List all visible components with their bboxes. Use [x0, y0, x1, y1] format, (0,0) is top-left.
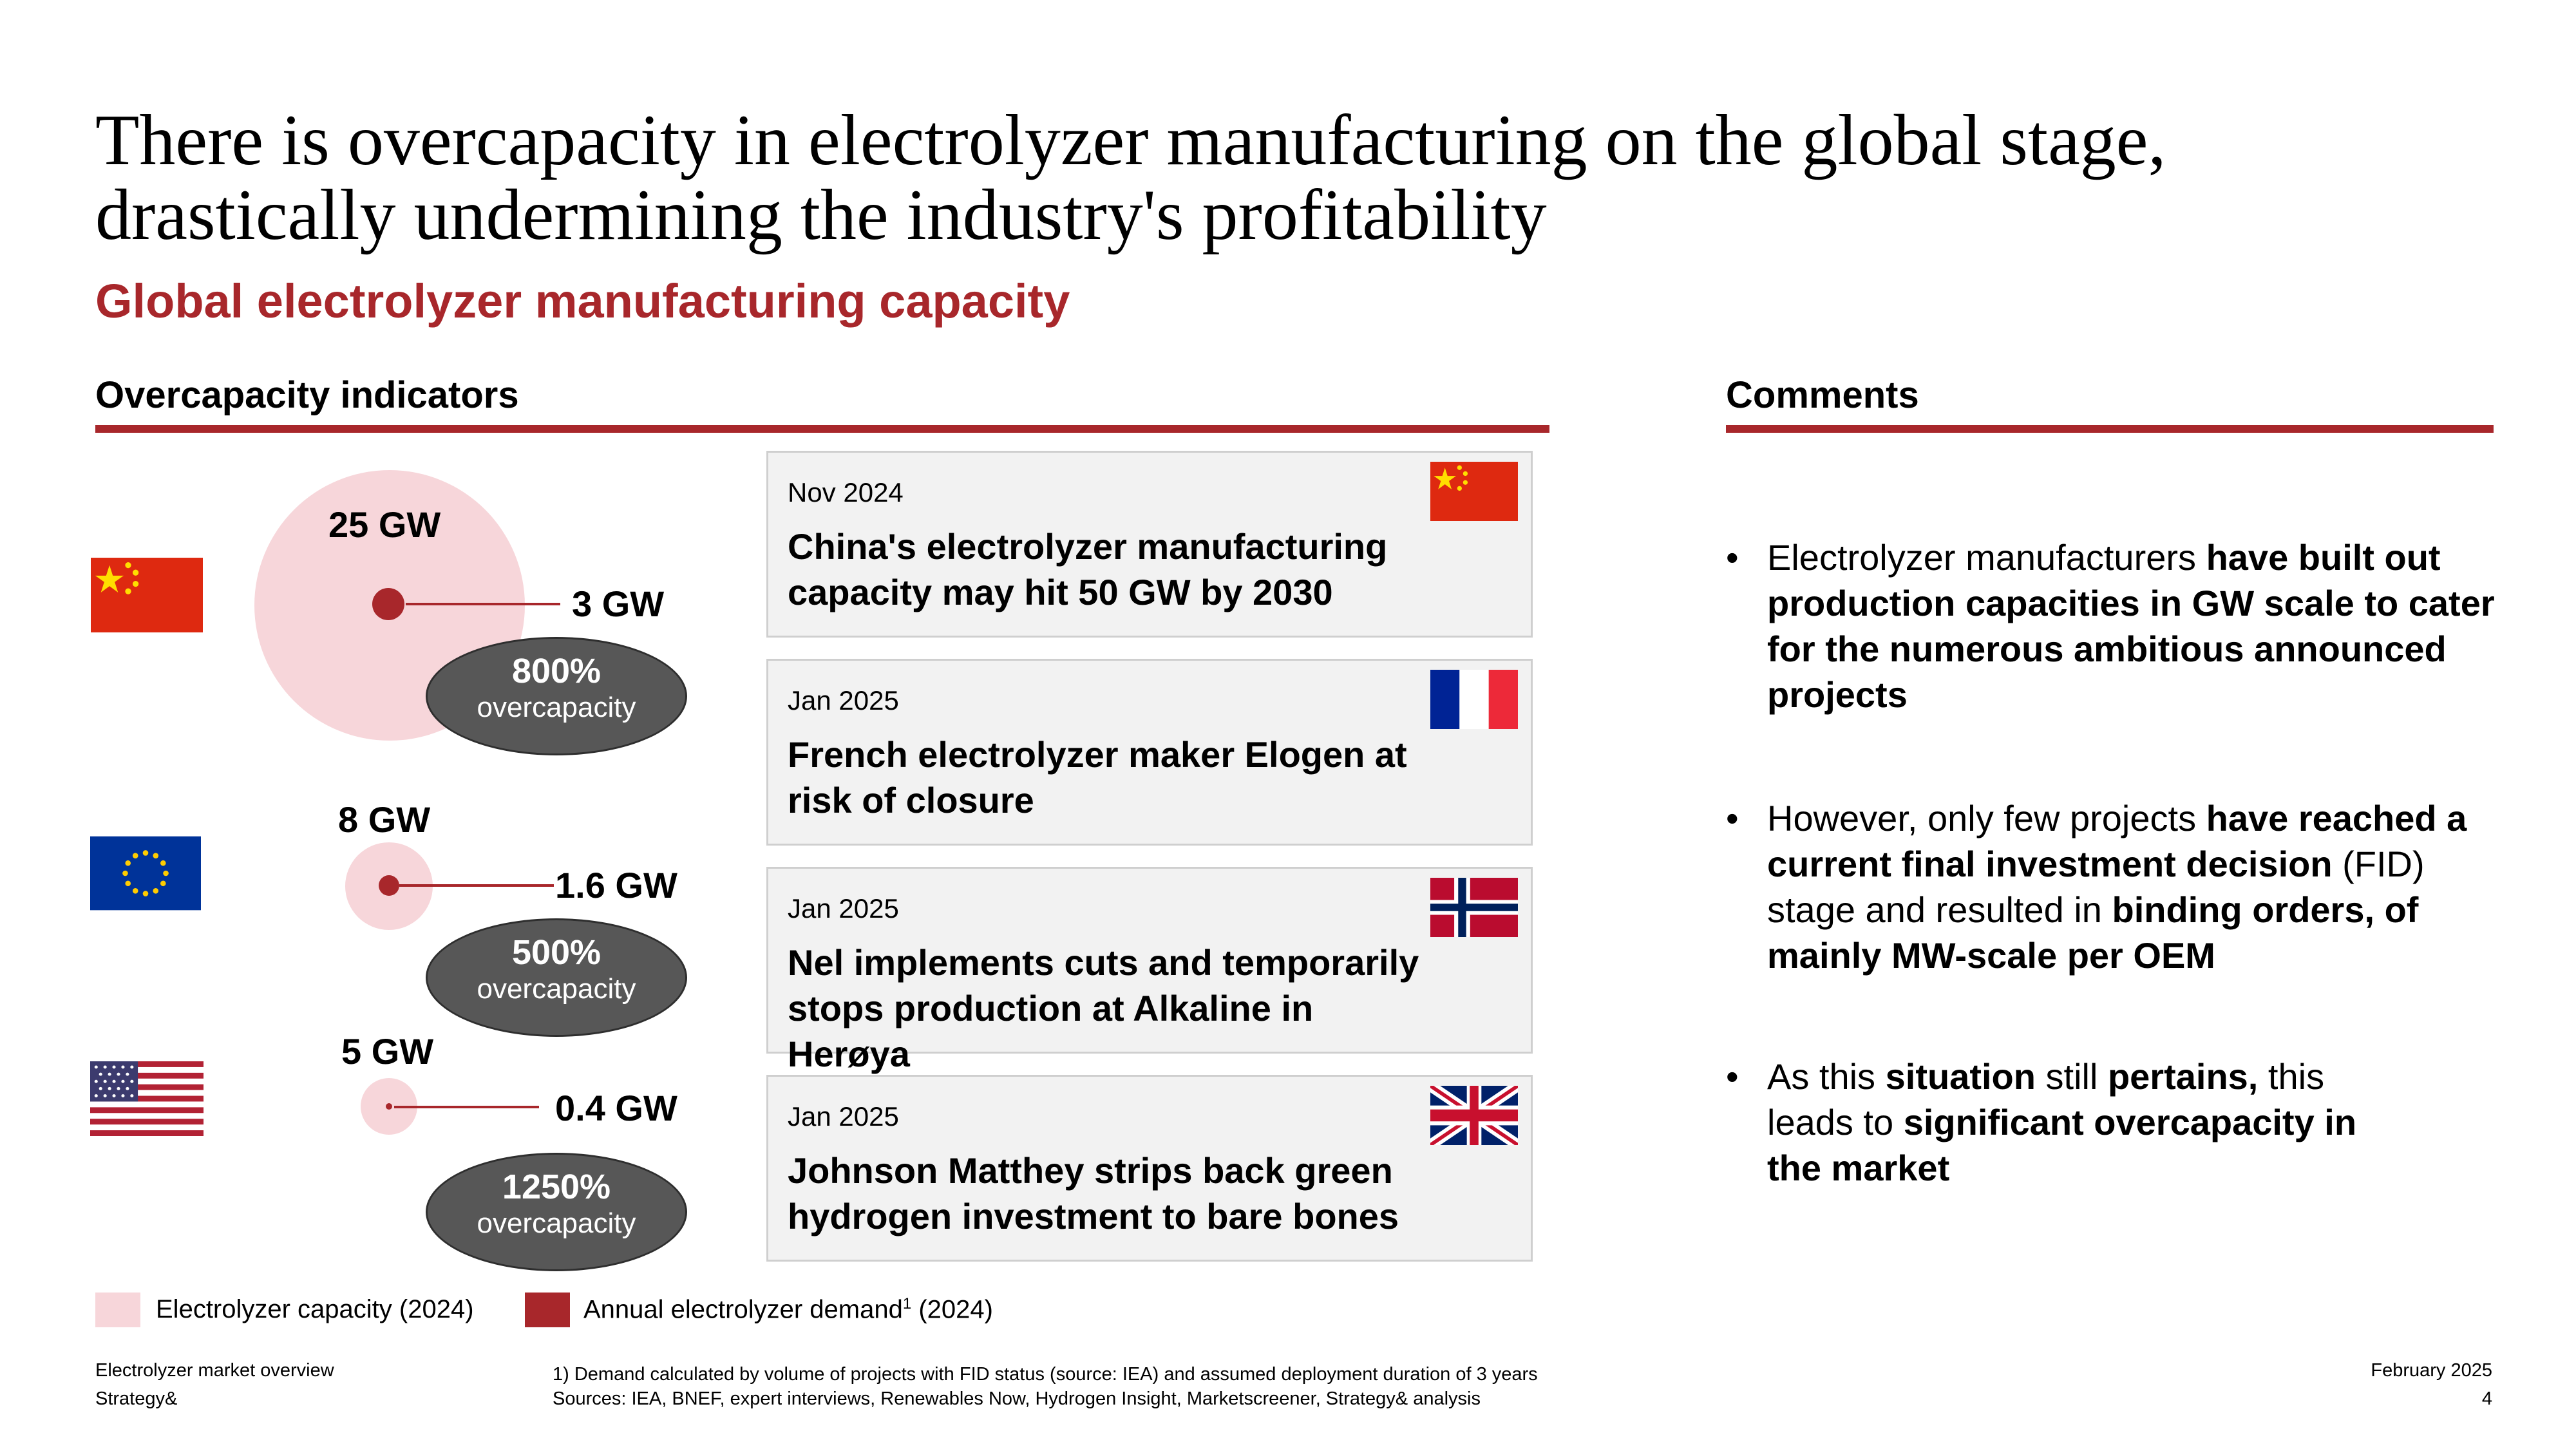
news-card: Nov 2024 China's electrolyzer manufactur… — [766, 451, 1533, 638]
usa-overcapacity-badge: 1250% overcapacity — [426, 1153, 687, 1271]
comment-text: Electrolyzer manufacturers have built ou… — [1767, 535, 2499, 717]
news-headline: French electrolyzer maker Elogen at risk… — [788, 734, 1407, 820]
comment-part-bold: binding orders, of mainly MW-scale per O… — [1767, 889, 2419, 976]
legend-capacity-label: Electrolyzer capacity (2024) — [156, 1295, 474, 1323]
news-date: Jan 2025 — [788, 893, 899, 923]
comment-part-bold: pertains, — [2107, 1056, 2259, 1097]
legend-capacity-swatch — [95, 1293, 140, 1327]
overcapacity-indicators-header: Overcapacity indicators — [95, 374, 519, 416]
china-leader-line — [406, 603, 560, 605]
usa-overcapacity-label: overcapacity — [477, 1208, 636, 1239]
china-demand-value: 3 GW — [572, 583, 665, 624]
comment-part-bold: have reached a current final investment … — [1767, 798, 2467, 884]
china-flag-icon — [1430, 462, 1518, 521]
eu-demand-value: 1.6 GW — [555, 865, 677, 905]
comments-header: Comments — [1726, 374, 1919, 416]
title-line-2: drastically undermining the industry's p… — [95, 175, 1547, 255]
france-flag-icon — [1430, 670, 1518, 729]
right-header-rule — [1726, 425, 2494, 433]
comment-part-bold: have built out production capacities in … — [1767, 537, 2495, 715]
legend-demand-footnote: 1 — [902, 1295, 912, 1312]
usa-leader-line — [394, 1106, 539, 1108]
china-overcapacity-label: overcapacity — [477, 692, 636, 723]
title-line-1: There is overcapacity in electrolyzer ma… — [95, 100, 2166, 180]
news-date: Nov 2024 — [788, 477, 904, 507]
legend-demand-suffix: (2024) — [911, 1295, 993, 1324]
comment-bullet: • As this situation still pertains, this… — [1726, 1054, 2376, 1191]
china-overcapacity-pct: 800% — [511, 652, 601, 690]
news-card: Jan 2025 Nel implements cuts and tempora… — [766, 867, 1533, 1074]
news-headline: Nel implements cuts and temporarily stop… — [788, 942, 1419, 1074]
comment-text: However, only few projects have reached … — [1767, 795, 2499, 978]
legend-demand-swatch — [525, 1293, 570, 1327]
comment-part: As this — [1767, 1056, 1886, 1097]
left-header-rule — [95, 425, 1549, 433]
comment-part: still — [2035, 1056, 2108, 1097]
usa-overcapacity-pct: 1250% — [502, 1168, 611, 1206]
comment-part: However, only few projects — [1767, 798, 2206, 838]
footer-footnote: 1) Demand calculated by volume of projec… — [553, 1364, 1538, 1385]
news-card: Jan 2025 Johnson Matthey strips back gre… — [766, 1075, 1533, 1262]
footer-page-number: 4 — [2481, 1388, 2492, 1409]
footer-brand: Strategy& — [95, 1388, 178, 1409]
eu-capacity-value: 8 GW — [338, 799, 431, 840]
eu-flag-icon — [90, 836, 201, 911]
uk-flag-icon — [1430, 1086, 1518, 1145]
news-card: Jan 2025 French electrolyzer maker Eloge… — [766, 659, 1533, 846]
page-subtitle: Global electrolyzer manufacturing capaci… — [95, 274, 1070, 328]
news-date: Jan 2025 — [788, 1101, 899, 1132]
usa-flag-icon — [90, 1061, 204, 1136]
comment-part: this leads to — [1767, 1056, 2325, 1142]
footer-sources: Sources: IEA, BNEF, expert interviews, R… — [553, 1388, 1481, 1409]
eu-overcapacity-label: overcapacity — [477, 973, 636, 1005]
china-demand-dot — [372, 588, 404, 620]
page-title: There is overcapacity in electrolyzer ma… — [95, 103, 2478, 252]
china-overcapacity-badge: 800% overcapacity — [426, 637, 687, 755]
comment-bullet: • Electrolyzer manufacturers have built … — [1726, 535, 2499, 717]
eu-overcapacity-pct: 500% — [511, 933, 601, 972]
usa-demand-dot — [386, 1103, 392, 1110]
china-flag-icon — [91, 558, 203, 632]
eu-demand-dot — [379, 875, 399, 896]
eu-leader-line — [399, 884, 554, 887]
footer-deck-title: Electrolyzer market overview — [95, 1360, 334, 1381]
comment-bullet: • However, only few projects have reache… — [1726, 795, 2499, 978]
comment-part: (FID) stage and resulted in — [1767, 844, 2425, 930]
news-headline: China's electrolyzer manufacturing capac… — [788, 526, 1388, 612]
news-headline: Johnson Matthey strips back green hydrog… — [788, 1150, 1399, 1236]
footer-date: February 2025 — [2371, 1360, 2492, 1381]
comment-part-bold: situation — [1885, 1056, 2036, 1097]
comment-part: Electrolyzer manufacturers — [1767, 537, 2206, 578]
usa-capacity-value: 5 GW — [341, 1031, 434, 1072]
legend-demand-text: Annual electrolyzer demand — [583, 1295, 903, 1324]
comment-part-bold: significant overcapacity in the market — [1767, 1102, 2357, 1188]
news-date: Jan 2025 — [788, 685, 899, 715]
usa-demand-value: 0.4 GW — [555, 1088, 677, 1128]
norway-flag-icon — [1430, 878, 1518, 937]
china-capacity-value: 25 GW — [328, 504, 441, 545]
eu-overcapacity-badge: 500% overcapacity — [426, 918, 687, 1037]
comment-text: As this situation still pertains, this l… — [1767, 1054, 2376, 1191]
legend-demand-label: Annual electrolyzer demand1 (2024) — [583, 1295, 993, 1324]
